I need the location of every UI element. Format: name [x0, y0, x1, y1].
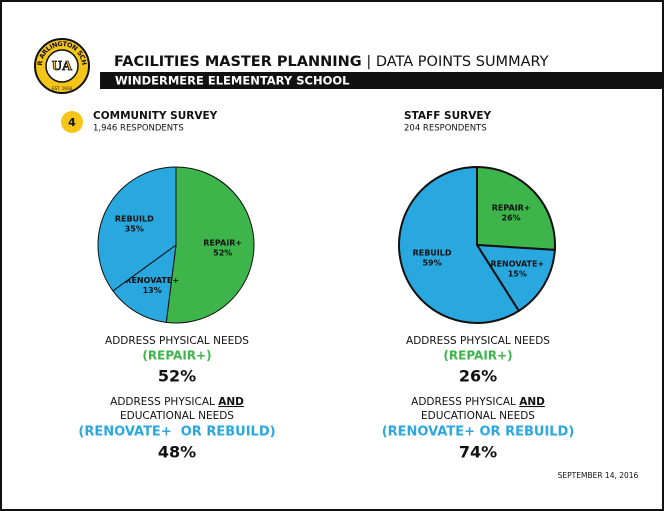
- school-bar: [100, 72, 662, 89]
- slice-value: 13%: [143, 286, 162, 295]
- summary-option: (RENOVATE+ OR REBUILD): [78, 425, 275, 440]
- slice-label: REBUILD: [115, 214, 154, 223]
- date: SEPTEMBER 14, 2016: [558, 471, 639, 480]
- summary-value: 48%: [158, 443, 196, 462]
- survey-title: COMMUNITY SURVEY: [93, 110, 218, 122]
- school-name: WINDERMERE ELEMENTARY SCHOOL: [115, 74, 350, 88]
- summary-line: ADDRESS PHYSICAL NEEDS: [406, 335, 550, 347]
- slice-value: 52%: [213, 248, 232, 257]
- summary-line-part: ADDRESS PHYSICAL: [110, 396, 218, 408]
- section-badge: [61, 111, 83, 133]
- slice-value: 59%: [422, 259, 441, 268]
- summary-value: 26%: [459, 367, 497, 386]
- logo-est: EST. 1918: [52, 86, 72, 91]
- slice-label: RENOVATE+: [125, 276, 179, 285]
- survey-subtitle: 1,946 RESPONDENTS: [93, 124, 184, 134]
- survey-title: STAFF SURVEY: [404, 110, 492, 122]
- slice-label: RENOVATE+: [490, 259, 544, 268]
- summary-option: (REPAIR+): [443, 349, 512, 363]
- pie-slice: [165, 166, 255, 324]
- summary-line: EDUCATIONAL NEEDS: [421, 410, 535, 422]
- summary-option: (REPAIR+): [142, 349, 211, 363]
- slice-value: 15%: [508, 269, 527, 278]
- summary-line: EDUCATIONAL NEEDS: [120, 410, 234, 422]
- logo-center: [45, 49, 79, 83]
- header-title: FACILITIES MASTER PLANNING | DATA POINTS…: [114, 54, 549, 70]
- title-separator: |: [366, 54, 371, 70]
- summary-line: ADDRESS PHYSICAL AND: [110, 396, 244, 408]
- survey-subtitle: 204 RESPONDENTS: [404, 124, 487, 134]
- slice-label: REPAIR+: [203, 238, 242, 247]
- pie-slice: [476, 165, 556, 251]
- summary-line-emph: AND: [519, 396, 545, 408]
- slice-value: 35%: [125, 224, 144, 233]
- summary-value: 52%: [158, 367, 196, 386]
- summary-line: ADDRESS PHYSICAL NEEDS: [105, 335, 249, 347]
- slice-label: REBUILD: [413, 249, 452, 258]
- summary-option: (RENOVATE+ OR REBUILD): [382, 425, 575, 440]
- pie-slice: [112, 243, 177, 323]
- pie-slice: [97, 166, 177, 292]
- section-number: 4: [68, 116, 76, 129]
- title-rest: DATA POINTS SUMMARY: [376, 54, 549, 70]
- slice-value: 26%: [502, 213, 521, 222]
- logo-mark: UA: [52, 59, 73, 74]
- summary-line-emph: AND: [218, 396, 244, 408]
- summary-value: 74%: [459, 443, 497, 462]
- summary-line-part: ADDRESS PHYSICAL: [411, 396, 519, 408]
- pie-slice: [475, 243, 556, 313]
- summary-line: ADDRESS PHYSICAL AND: [411, 396, 545, 408]
- pie-slice: [398, 165, 521, 324]
- slice-label: REPAIR+: [492, 203, 531, 212]
- title-bold: FACILITIES MASTER PLANNING: [114, 54, 362, 70]
